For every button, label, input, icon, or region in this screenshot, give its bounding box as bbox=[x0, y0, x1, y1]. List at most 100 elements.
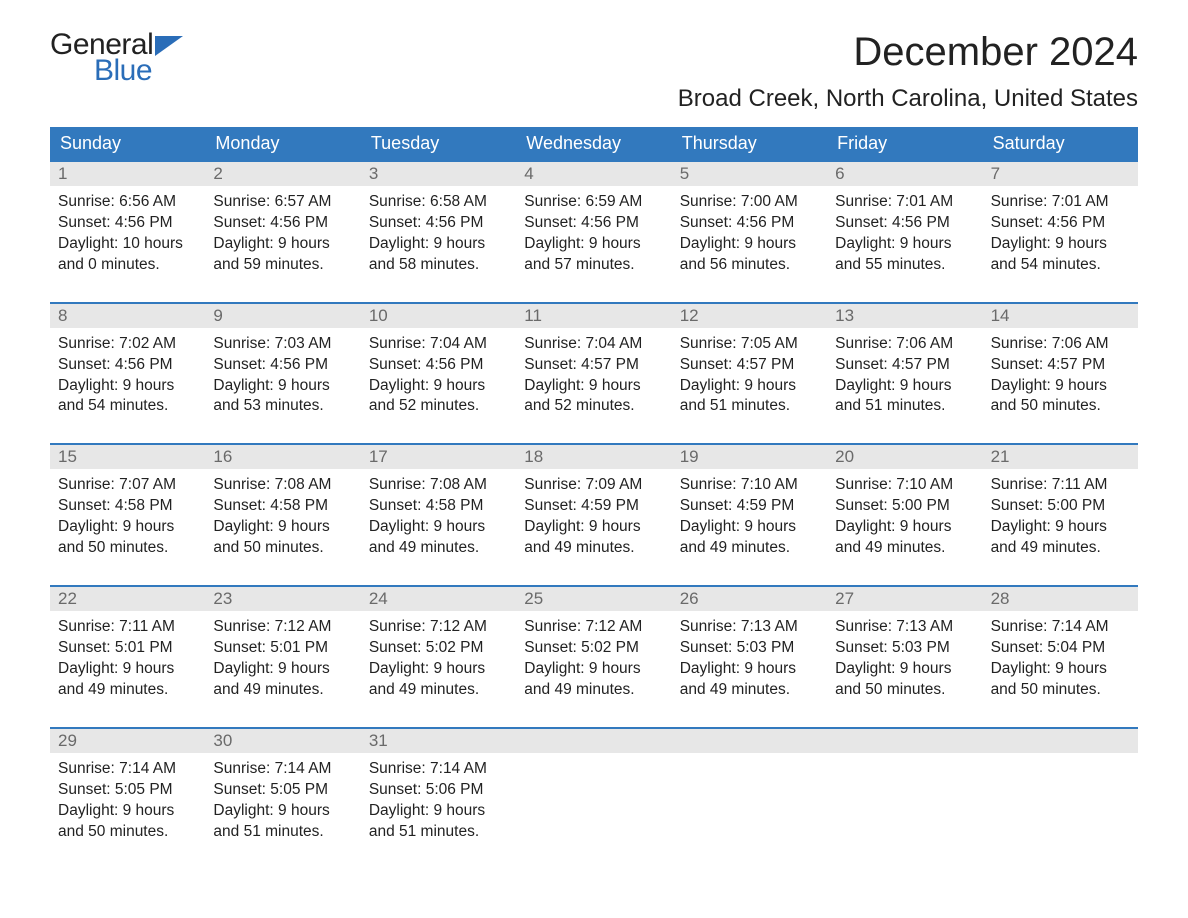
daylight-text: and 50 minutes. bbox=[58, 538, 197, 559]
day-number: 17 bbox=[361, 445, 516, 469]
sunrise-text: Sunrise: 7:07 AM bbox=[58, 475, 197, 496]
day-number: 26 bbox=[672, 587, 827, 611]
day-cell: Sunrise: 7:10 AMSunset: 4:59 PMDaylight:… bbox=[672, 469, 827, 567]
sunset-text: Sunset: 5:06 PM bbox=[369, 780, 508, 801]
sunset-text: Sunset: 4:57 PM bbox=[680, 355, 819, 376]
daylight-text: Daylight: 9 hours bbox=[835, 659, 974, 680]
daylight-text: and 50 minutes. bbox=[58, 822, 197, 843]
sunset-text: Sunset: 4:56 PM bbox=[369, 355, 508, 376]
day-cell bbox=[516, 753, 671, 851]
day-number: 18 bbox=[516, 445, 671, 469]
weekday-header: Thursday bbox=[672, 127, 827, 160]
day-number bbox=[516, 729, 671, 753]
day-number: 16 bbox=[205, 445, 360, 469]
daylight-text: and 57 minutes. bbox=[524, 255, 663, 276]
sunset-text: Sunset: 5:05 PM bbox=[213, 780, 352, 801]
day-cell: Sunrise: 7:06 AMSunset: 4:57 PMDaylight:… bbox=[827, 328, 982, 426]
daynum-row: 22232425262728 bbox=[50, 587, 1138, 611]
daylight-text: and 53 minutes. bbox=[213, 396, 352, 417]
week-row: 293031Sunrise: 7:14 AMSunset: 5:05 PMDay… bbox=[50, 727, 1138, 851]
weekday-header: Tuesday bbox=[361, 127, 516, 160]
sunrise-text: Sunrise: 7:02 AM bbox=[58, 334, 197, 355]
day-cell: Sunrise: 7:04 AMSunset: 4:56 PMDaylight:… bbox=[361, 328, 516, 426]
daylight-text: Daylight: 9 hours bbox=[991, 517, 1130, 538]
sunset-text: Sunset: 5:04 PM bbox=[991, 638, 1130, 659]
sunset-text: Sunset: 4:57 PM bbox=[524, 355, 663, 376]
daylight-text: and 51 minutes. bbox=[213, 822, 352, 843]
day-cell: Sunrise: 7:10 AMSunset: 5:00 PMDaylight:… bbox=[827, 469, 982, 567]
sunset-text: Sunset: 4:59 PM bbox=[680, 496, 819, 517]
sunrise-text: Sunrise: 7:04 AM bbox=[524, 334, 663, 355]
day-number: 20 bbox=[827, 445, 982, 469]
daylight-text: and 49 minutes. bbox=[680, 680, 819, 701]
daylight-text: Daylight: 9 hours bbox=[991, 234, 1130, 255]
daylight-text: and 52 minutes. bbox=[369, 396, 508, 417]
day-number: 15 bbox=[50, 445, 205, 469]
daylight-text: and 50 minutes. bbox=[213, 538, 352, 559]
sunrise-text: Sunrise: 7:01 AM bbox=[991, 192, 1130, 213]
sunset-text: Sunset: 5:03 PM bbox=[680, 638, 819, 659]
sail-icon bbox=[155, 36, 183, 56]
sunrise-text: Sunrise: 7:10 AM bbox=[835, 475, 974, 496]
weeks-container: 1234567Sunrise: 6:56 AMSunset: 4:56 PMDa… bbox=[50, 160, 1138, 850]
day-number bbox=[672, 729, 827, 753]
day-cell: Sunrise: 7:07 AMSunset: 4:58 PMDaylight:… bbox=[50, 469, 205, 567]
daylight-text: Daylight: 9 hours bbox=[369, 801, 508, 822]
day-number: 22 bbox=[50, 587, 205, 611]
day-number: 4 bbox=[516, 162, 671, 186]
daylight-text: Daylight: 9 hours bbox=[524, 376, 663, 397]
weekday-header-row: SundayMondayTuesdayWednesdayThursdayFrid… bbox=[50, 127, 1138, 160]
day-cell: Sunrise: 7:05 AMSunset: 4:57 PMDaylight:… bbox=[672, 328, 827, 426]
daylight-text: Daylight: 9 hours bbox=[835, 376, 974, 397]
day-cell: Sunrise: 7:04 AMSunset: 4:57 PMDaylight:… bbox=[516, 328, 671, 426]
sunrise-text: Sunrise: 7:01 AM bbox=[835, 192, 974, 213]
weekday-header: Sunday bbox=[50, 127, 205, 160]
day-cell: Sunrise: 7:13 AMSunset: 5:03 PMDaylight:… bbox=[827, 611, 982, 709]
sunrise-text: Sunrise: 7:12 AM bbox=[369, 617, 508, 638]
daylight-text: Daylight: 9 hours bbox=[524, 517, 663, 538]
sunrise-text: Sunrise: 7:14 AM bbox=[213, 759, 352, 780]
sunset-text: Sunset: 4:56 PM bbox=[213, 355, 352, 376]
daylight-text: Daylight: 9 hours bbox=[369, 517, 508, 538]
day-cell: Sunrise: 7:09 AMSunset: 4:59 PMDaylight:… bbox=[516, 469, 671, 567]
sunrise-text: Sunrise: 7:11 AM bbox=[991, 475, 1130, 496]
daylight-text: and 49 minutes. bbox=[369, 538, 508, 559]
daylight-text: Daylight: 9 hours bbox=[835, 517, 974, 538]
day-number: 3 bbox=[361, 162, 516, 186]
day-cell: Sunrise: 7:14 AMSunset: 5:04 PMDaylight:… bbox=[983, 611, 1138, 709]
day-cell: Sunrise: 7:00 AMSunset: 4:56 PMDaylight:… bbox=[672, 186, 827, 284]
day-number: 19 bbox=[672, 445, 827, 469]
day-cell: Sunrise: 7:11 AMSunset: 5:01 PMDaylight:… bbox=[50, 611, 205, 709]
day-number: 13 bbox=[827, 304, 982, 328]
sunset-text: Sunset: 4:56 PM bbox=[369, 213, 508, 234]
daynum-row: 293031 bbox=[50, 729, 1138, 753]
daylight-text: and 49 minutes. bbox=[524, 538, 663, 559]
day-cell: Sunrise: 7:01 AMSunset: 4:56 PMDaylight:… bbox=[827, 186, 982, 284]
sunset-text: Sunset: 4:56 PM bbox=[213, 213, 352, 234]
sunset-text: Sunset: 5:05 PM bbox=[58, 780, 197, 801]
sunset-text: Sunset: 5:03 PM bbox=[835, 638, 974, 659]
weekday-header: Friday bbox=[827, 127, 982, 160]
day-number: 29 bbox=[50, 729, 205, 753]
sunset-text: Sunset: 4:56 PM bbox=[680, 213, 819, 234]
daynum-row: 891011121314 bbox=[50, 304, 1138, 328]
weekday-header: Wednesday bbox=[516, 127, 671, 160]
location: Broad Creek, North Carolina, United Stat… bbox=[678, 85, 1138, 113]
daylight-text: Daylight: 9 hours bbox=[369, 234, 508, 255]
daylight-text: Daylight: 9 hours bbox=[369, 376, 508, 397]
day-cell bbox=[983, 753, 1138, 851]
sunset-text: Sunset: 4:59 PM bbox=[524, 496, 663, 517]
sunrise-text: Sunrise: 7:10 AM bbox=[680, 475, 819, 496]
day-number: 24 bbox=[361, 587, 516, 611]
day-number: 10 bbox=[361, 304, 516, 328]
daylight-text: Daylight: 9 hours bbox=[58, 801, 197, 822]
day-cell: Sunrise: 6:58 AMSunset: 4:56 PMDaylight:… bbox=[361, 186, 516, 284]
daylight-text: Daylight: 9 hours bbox=[524, 234, 663, 255]
day-number: 31 bbox=[361, 729, 516, 753]
daylight-text: and 51 minutes. bbox=[369, 822, 508, 843]
day-cell: Sunrise: 7:06 AMSunset: 4:57 PMDaylight:… bbox=[983, 328, 1138, 426]
daylight-text: and 50 minutes. bbox=[991, 680, 1130, 701]
daylight-text: and 49 minutes. bbox=[835, 538, 974, 559]
daylight-text: and 49 minutes. bbox=[369, 680, 508, 701]
sunset-text: Sunset: 4:57 PM bbox=[835, 355, 974, 376]
